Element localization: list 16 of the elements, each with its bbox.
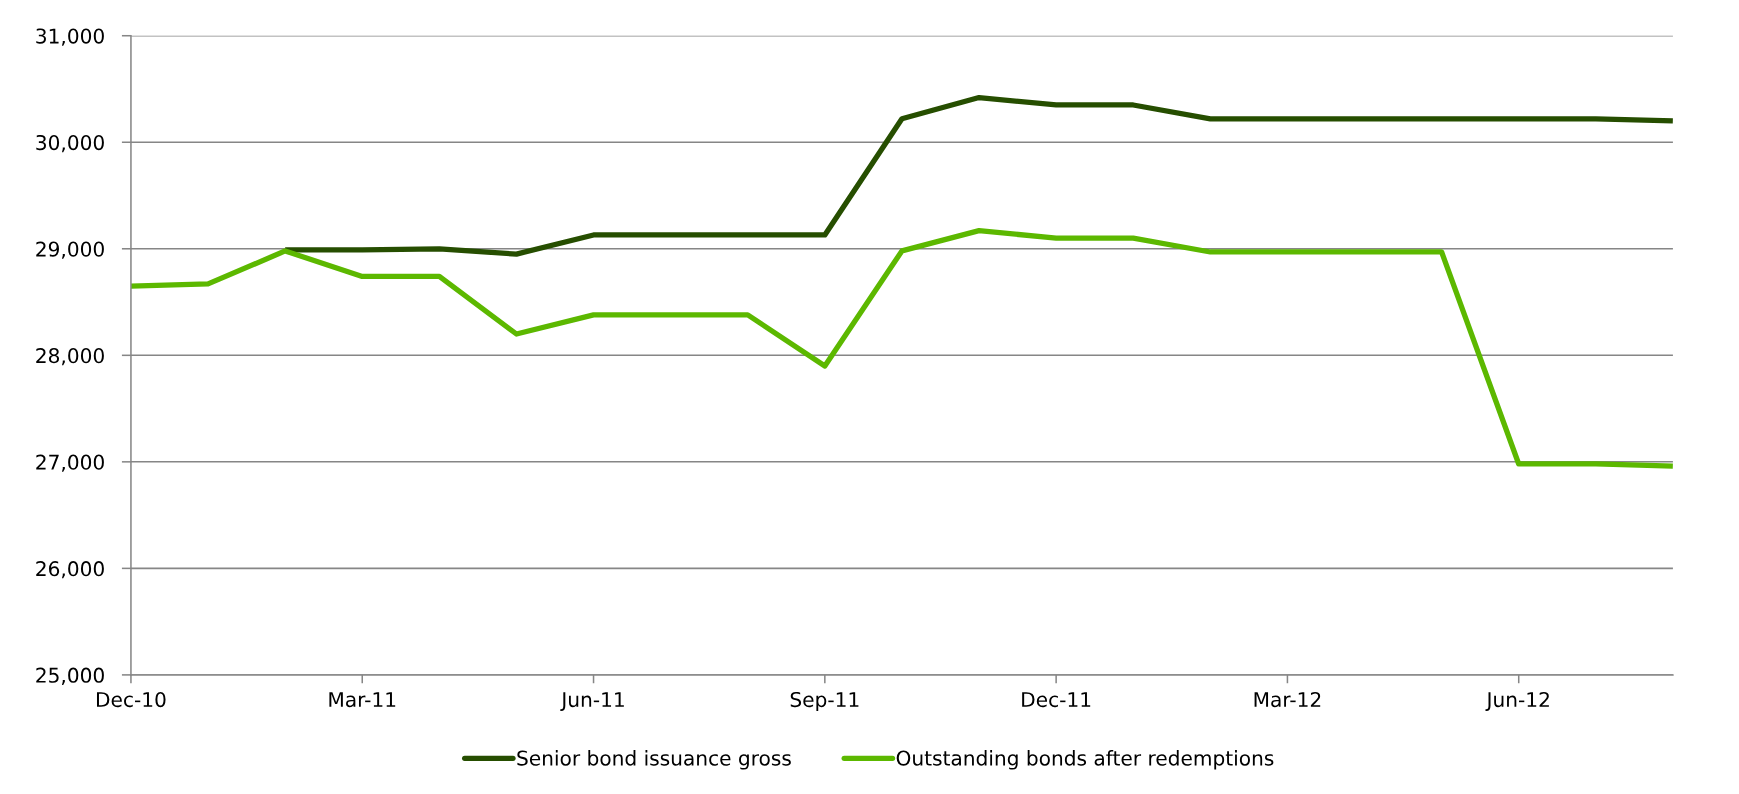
y-tick-label: 27,000: [36, 454, 104, 472]
y-tick-label: 25,000: [36, 667, 104, 685]
x-tick-label: Jun-11: [560, 692, 624, 711]
legend-label: Outstanding bonds after redemptions: [896, 750, 1274, 770]
x-tick-label: Jun-12: [1485, 691, 1549, 711]
x-tick-label: Mar-12: [1254, 691, 1321, 708]
y-tick-label: 30,000: [36, 134, 104, 153]
y-tick-label: 26,000: [36, 561, 104, 579]
x-tick-label: Dec-11: [1022, 692, 1091, 708]
y-tick-label: 31,000: [36, 28, 104, 46]
x-tick-label: Sep-11: [790, 691, 859, 712]
x-tick-label: Mar-11: [329, 692, 396, 708]
y-tick-label: 28,000: [36, 348, 104, 366]
x-tick-label: Dec-10: [96, 691, 166, 708]
legend-label: Senior bond issuance gross: [517, 750, 791, 770]
y-tick-label: 29,000: [36, 241, 104, 259]
